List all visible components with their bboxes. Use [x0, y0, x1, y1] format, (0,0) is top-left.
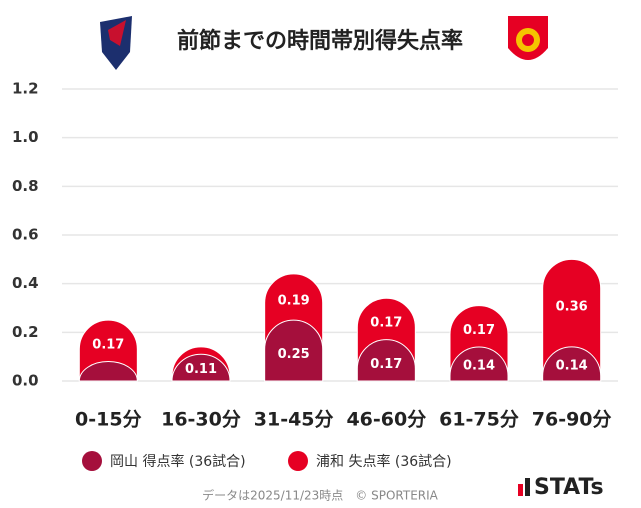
- bar-segment: [449, 346, 509, 382]
- bar-segment: [264, 319, 324, 382]
- footnote: データは2025/11/23時点 © SPORTERIA: [202, 488, 439, 503]
- y-tick-label: 0.8: [12, 177, 39, 195]
- legend-label: 岡山 得点率 (36試合): [110, 453, 246, 470]
- y-tick-label: 0.2: [12, 323, 39, 341]
- x-tick-label: 0-15分: [75, 409, 142, 431]
- value-label: 0.11: [185, 362, 217, 377]
- brand-logo: STATs: [518, 475, 604, 500]
- legend-marker: [288, 451, 308, 471]
- bar-segment: [542, 346, 602, 382]
- y-tick-label: 1.2: [12, 80, 39, 98]
- value-label: 0.17: [370, 357, 402, 372]
- bar-segment: [78, 361, 138, 382]
- value-label: 0.25: [278, 347, 310, 362]
- y-tick-label: 0.4: [12, 274, 39, 292]
- bar-segment: [171, 353, 231, 382]
- value-label: 0.14: [556, 358, 588, 373]
- x-tick-label: 31-45分: [254, 409, 334, 431]
- x-tick-label: 76-90分: [532, 409, 612, 431]
- x-tick-label: 46-60分: [346, 409, 426, 431]
- value-label: 0.36: [556, 300, 588, 315]
- value-label: 0.17: [370, 315, 402, 330]
- value-label: 0.17: [463, 323, 495, 338]
- x-tick-label: 16-30分: [161, 409, 241, 431]
- bar-segment: [356, 339, 416, 382]
- home-logo: [100, 16, 132, 70]
- y-tick-label: 0.0: [12, 372, 39, 390]
- value-label: 0.17: [92, 337, 124, 352]
- chart-title: 前節までの時間帯別得失点率: [177, 28, 463, 54]
- value-label: 0.14: [463, 358, 495, 373]
- value-label: 0.19: [278, 294, 310, 309]
- y-tick-label: 1.0: [12, 128, 39, 146]
- away-logo: [508, 16, 548, 60]
- legend-marker: [82, 451, 102, 471]
- legend-label: 浦和 失点率 (36試合): [316, 453, 452, 470]
- brand: STATs: [534, 475, 604, 500]
- x-tick-label: 61-75分: [439, 409, 519, 431]
- y-tick-label: 0.6: [12, 226, 39, 244]
